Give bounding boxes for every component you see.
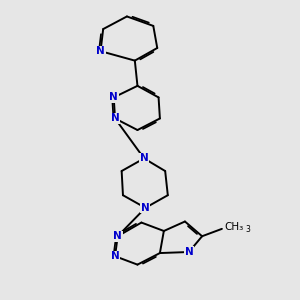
Text: N: N xyxy=(184,247,193,257)
Text: N: N xyxy=(140,153,148,164)
Text: —: — xyxy=(226,224,239,234)
Text: 3: 3 xyxy=(245,225,250,234)
Text: N: N xyxy=(113,231,122,241)
Text: CH: CH xyxy=(230,222,244,232)
Text: CH₃: CH₃ xyxy=(224,222,243,232)
Text: N: N xyxy=(111,251,119,261)
Text: N: N xyxy=(141,203,150,213)
Text: N: N xyxy=(110,92,118,102)
Text: N: N xyxy=(96,46,105,56)
Text: N: N xyxy=(111,113,119,124)
